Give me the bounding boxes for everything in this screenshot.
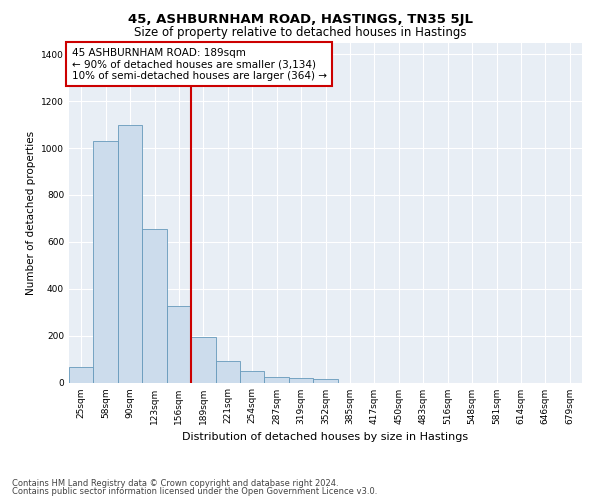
Bar xyxy=(289,378,313,382)
Bar xyxy=(94,141,118,382)
Text: Contains public sector information licensed under the Open Government Licence v3: Contains public sector information licen… xyxy=(12,487,377,496)
Bar xyxy=(167,306,191,382)
X-axis label: Distribution of detached houses by size in Hastings: Distribution of detached houses by size … xyxy=(182,432,469,442)
Text: Contains HM Land Registry data © Crown copyright and database right 2024.: Contains HM Land Registry data © Crown c… xyxy=(12,478,338,488)
Text: Size of property relative to detached houses in Hastings: Size of property relative to detached ho… xyxy=(134,26,466,39)
Bar xyxy=(265,376,289,382)
Bar xyxy=(215,362,240,382)
Bar xyxy=(69,368,94,382)
Y-axis label: Number of detached properties: Number of detached properties xyxy=(26,130,35,294)
Bar xyxy=(240,371,265,382)
Bar xyxy=(118,124,142,382)
Text: 45 ASHBURNHAM ROAD: 189sqm
← 90% of detached houses are smaller (3,134)
10% of s: 45 ASHBURNHAM ROAD: 189sqm ← 90% of deta… xyxy=(71,48,326,81)
Bar xyxy=(142,229,167,382)
Text: 45, ASHBURNHAM ROAD, HASTINGS, TN35 5JL: 45, ASHBURNHAM ROAD, HASTINGS, TN35 5JL xyxy=(128,12,473,26)
Bar xyxy=(191,337,215,382)
Bar xyxy=(313,379,338,382)
